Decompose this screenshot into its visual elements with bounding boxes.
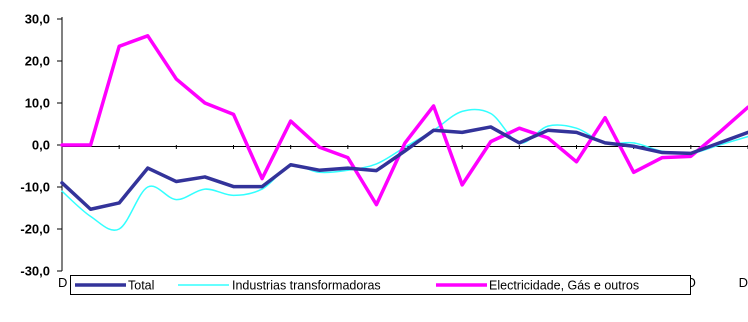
legend-label-2: Electricidade, Gás e outros: [489, 279, 639, 293]
x-tick-label: D: [58, 275, 67, 290]
series-line-0: [60, 125, 748, 212]
y-tick-label: -10,0: [20, 180, 50, 195]
legend: Total Industrias transformadoras Electrici…: [70, 275, 691, 295]
series-line-2: [60, 34, 748, 207]
y-tick-label: 0,0: [32, 138, 50, 153]
y-ticks: 30,0 20,0 10,0 0,0 -10,0 -20,0 -30,0: [20, 12, 62, 279]
y-tick-label: -20,0: [20, 222, 50, 237]
y-tick-label: 20,0: [25, 54, 50, 69]
series-line-1: [61, 108, 748, 231]
x-tick-label: D: [739, 275, 748, 290]
y-tick-label: 10,0: [25, 96, 50, 111]
legend-label-0: Total: [128, 279, 154, 293]
series-lines: [60, 34, 748, 231]
y-tick-label: -30,0: [20, 264, 50, 279]
legend-box: [70, 275, 691, 295]
y-tick-label: 30,0: [25, 12, 50, 27]
legend-label-1: Industrias transformadoras: [232, 279, 381, 293]
